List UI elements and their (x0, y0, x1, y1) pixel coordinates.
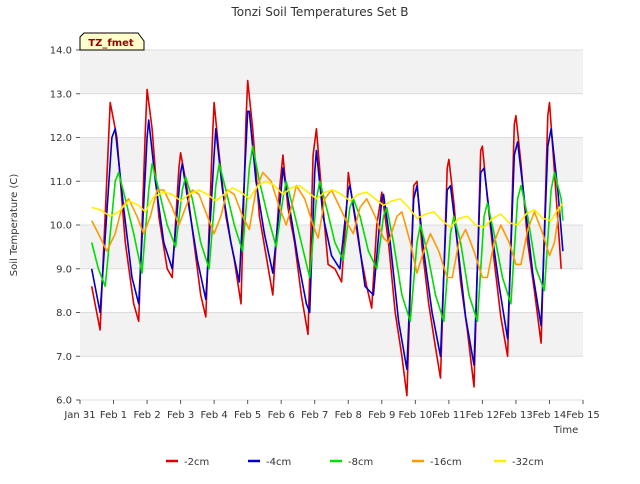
gridlines (80, 49, 583, 401)
annotation-box: TZ_fmet (79, 32, 145, 51)
x-tick-label: Feb 6 (268, 410, 295, 421)
y-tick-label: 13.0 (50, 89, 72, 100)
x-tick-label: Feb 5 (234, 410, 261, 421)
x-tick-label: Feb 9 (368, 410, 395, 421)
y-tick-label: 14.0 (50, 46, 72, 57)
x-tick-label: Feb 3 (167, 410, 194, 421)
grid-band (80, 312, 583, 357)
series-line-32cm (91, 180, 564, 228)
x-tick-label: Feb 4 (201, 410, 228, 421)
series-line-8cm (90, 145, 564, 323)
y-axis-ticks: 6.0 7.0 8.0 9.0 10.0 11.0 12.0 13.0 14.0 (50, 46, 80, 407)
x-tick-label: Feb 13 (499, 410, 533, 421)
legend-label: -8cm (348, 457, 373, 468)
legend-label: -4cm (266, 457, 291, 468)
grid-band (80, 137, 583, 182)
x-axis-ticks: Jan 31 Feb 1 Feb 2 Feb 3 Feb 4 Feb 5 Feb 6 Feb … (63, 400, 600, 421)
series-line-4cm (90, 110, 564, 371)
x-axis-label: Time (553, 425, 578, 436)
x-tick-label: Feb 11 (432, 410, 466, 421)
legend-label: -16cm (430, 457, 462, 468)
legend-label: -2cm (184, 457, 209, 468)
y-tick-label: 10.0 (50, 221, 72, 232)
y-tick-label: 7.0 (56, 352, 72, 363)
legend: -2cm -4cm -8cm -16cm -32cm (166, 457, 544, 468)
series-layer (90, 79, 564, 397)
annotation-label: TZ_fmet (88, 38, 134, 49)
x-tick-label: Jan 31 (63, 410, 95, 421)
series-line-2cm (90, 79, 562, 397)
x-tick-label: Feb 7 (301, 410, 328, 421)
y-axis-label: Soil Temperature (C) (9, 174, 20, 277)
x-tick-label: Feb 2 (133, 410, 160, 421)
x-tick-label: Feb 8 (335, 410, 362, 421)
x-tick-label: Feb 10 (399, 410, 433, 421)
y-tick-label: 9.0 (56, 264, 72, 275)
x-tick-label: Feb 1 (100, 410, 127, 421)
grid-band (80, 50, 583, 94)
y-tick-label: 12.0 (50, 133, 72, 144)
x-tick-label: Feb 14 (533, 410, 567, 421)
y-tick-label: 8.0 (56, 308, 72, 319)
x-tick-label: Feb 15 (566, 410, 600, 421)
grid-bands (80, 50, 583, 357)
y-tick-label: 6.0 (56, 396, 72, 407)
y-tick-label: 11.0 (50, 177, 72, 188)
legend-label: -32cm (512, 457, 544, 468)
chart-title: Tonzi Soil Temperatures Set B (231, 5, 409, 19)
x-tick-label: Feb 12 (466, 410, 500, 421)
